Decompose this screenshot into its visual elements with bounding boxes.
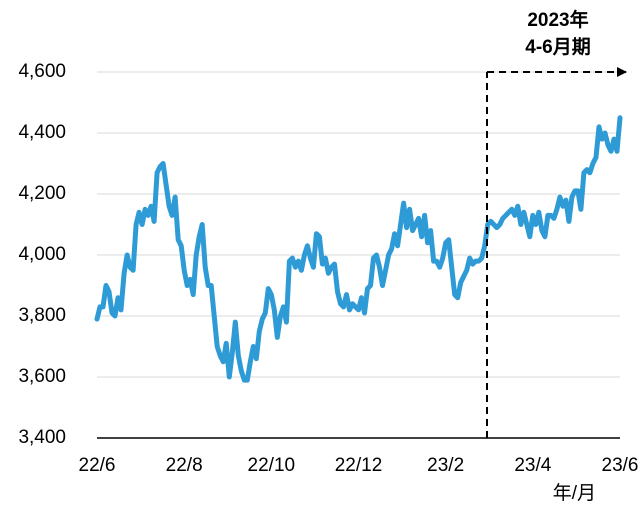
y-tick-label: 4,200: [18, 183, 66, 204]
annotation: 4-6月期: [525, 36, 590, 58]
x-tick-label: 22/8: [166, 455, 203, 476]
y-tick-label: 3,600: [18, 366, 66, 387]
x-tick-label: 22/10: [248, 455, 296, 476]
y-tick-label: 4,000: [18, 244, 66, 265]
x-tick-label: 22/6: [79, 455, 116, 476]
x-tick-label: 23/4: [514, 455, 551, 476]
x-tick-label: 23/6: [602, 455, 639, 476]
x-tick-label: 23/2: [427, 455, 464, 476]
y-tick-label: 4,400: [18, 122, 66, 143]
x-axis-label: 年/月: [553, 482, 596, 504]
y-tick-label: 3,400: [18, 427, 66, 448]
annotation: 2023年: [527, 8, 588, 31]
y-tick-label: 3,800: [18, 305, 66, 326]
line-series: [94, 115, 623, 383]
x-tick-label: 22/12: [335, 455, 383, 476]
y-tick-label: 4,600: [18, 61, 66, 82]
